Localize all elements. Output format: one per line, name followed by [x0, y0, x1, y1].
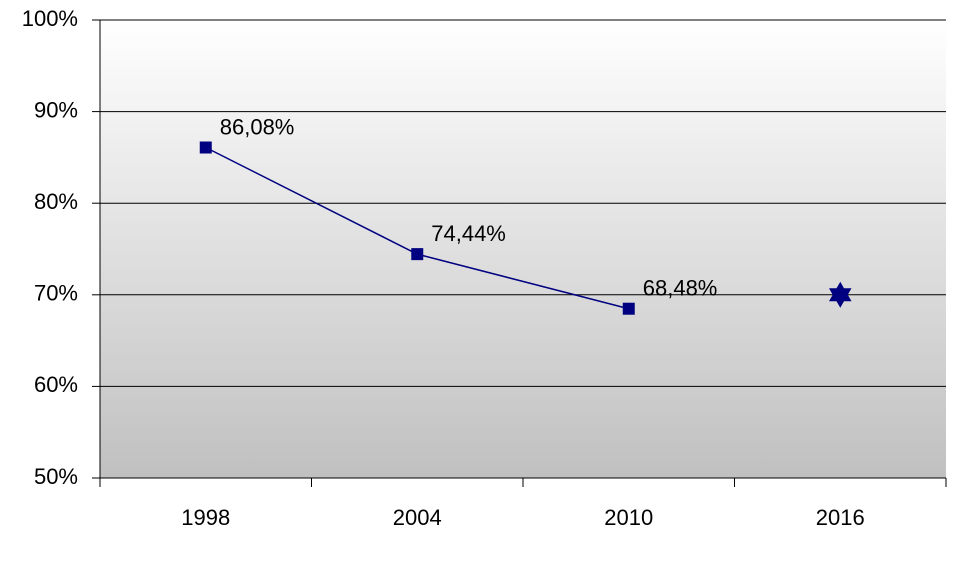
x-tick-label: 2010 [604, 505, 653, 530]
square-marker [411, 248, 424, 261]
y-tick-label: 90% [34, 97, 78, 122]
star-marker [829, 281, 852, 308]
y-tick-label: 60% [34, 372, 78, 397]
x-tick-label: 2016 [816, 505, 865, 530]
x-tick-label: 2004 [393, 505, 442, 530]
plot-area [100, 20, 946, 478]
y-tick-label: 80% [34, 189, 78, 214]
square-marker [199, 141, 212, 154]
x-tick-label: 1998 [181, 505, 230, 530]
y-tick-label: 100% [22, 6, 78, 31]
square-marker [622, 302, 635, 315]
y-tick-label: 70% [34, 281, 78, 306]
data-label: 74,44% [431, 221, 506, 246]
data-label: 86,08% [220, 114, 295, 139]
data-label: 68,48% [643, 276, 718, 301]
y-tick-label: 50% [34, 464, 78, 489]
